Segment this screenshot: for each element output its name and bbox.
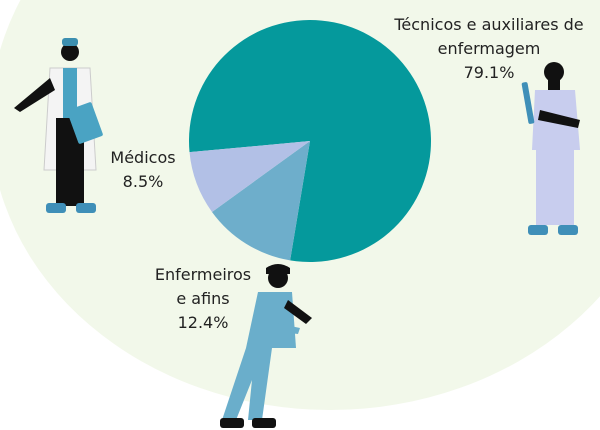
label: Enfermeiros e afins 12.4% bbox=[148, 263, 258, 335]
pie bbox=[189, 19, 431, 263]
doctor-figure bbox=[14, 38, 103, 213]
category-label: Técnicos e auxiliares de enfermagem bbox=[394, 15, 584, 58]
nurse-figure bbox=[220, 264, 312, 428]
pie-slice bbox=[211, 141, 310, 261]
label: Técnicos e auxiliares de enfermagem 79.1… bbox=[378, 13, 600, 85]
technician-figure bbox=[521, 62, 580, 235]
category-label: Médicos bbox=[110, 148, 176, 167]
value-label: 8.5% bbox=[122, 172, 164, 191]
value-label: 79.1% bbox=[463, 63, 515, 82]
label: Médicos 8.5% bbox=[93, 146, 193, 194]
category-label: Enfermeiros e afins bbox=[154, 265, 252, 308]
value-label: 12.4% bbox=[177, 313, 229, 332]
pie-slice bbox=[189, 141, 310, 212]
